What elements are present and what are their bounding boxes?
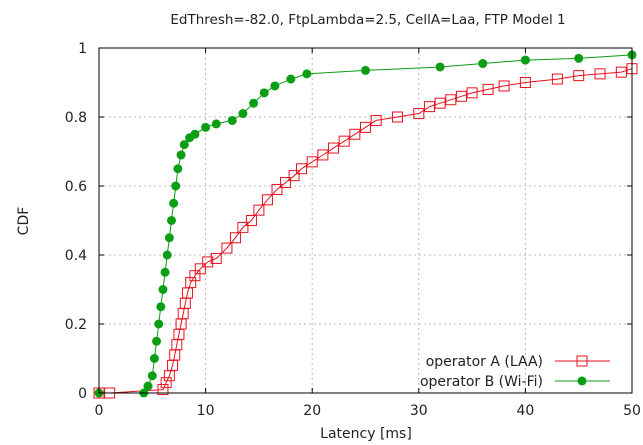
data-point xyxy=(190,129,200,139)
data-point xyxy=(229,232,241,244)
data-point xyxy=(202,256,214,268)
x-tick-label: 40 xyxy=(516,403,534,419)
data-point xyxy=(211,119,221,129)
data-point xyxy=(249,98,259,108)
data-point xyxy=(519,77,531,88)
data-point xyxy=(551,73,563,85)
series-0 xyxy=(93,63,638,399)
legend: operator A (LAA) operator B (Wi-Fi) xyxy=(420,354,610,390)
data-point xyxy=(302,69,312,79)
data-point xyxy=(237,221,249,233)
data-point xyxy=(227,115,237,125)
x-axis-label: Latency [ms] xyxy=(320,426,412,442)
y-tick-label: 0 xyxy=(78,386,87,402)
data-point xyxy=(245,215,257,226)
data-point xyxy=(338,135,350,147)
data-point xyxy=(361,65,370,75)
legend-item: operator B (Wi-Fi) xyxy=(420,374,610,390)
data-point xyxy=(143,381,153,391)
data-point xyxy=(162,250,172,260)
data-point xyxy=(154,319,164,329)
data-point xyxy=(434,97,446,109)
data-point xyxy=(573,70,585,82)
data-point xyxy=(149,354,159,363)
data-point xyxy=(328,142,340,154)
data-point xyxy=(423,101,435,113)
data-point xyxy=(280,177,292,189)
y-tick-label: 0.4 xyxy=(65,248,87,264)
data-point xyxy=(391,111,403,123)
data-point xyxy=(156,302,166,312)
data-point xyxy=(455,90,467,102)
data-point xyxy=(306,156,318,168)
data-point xyxy=(259,88,269,98)
x-tick-label: 0 xyxy=(95,403,104,419)
data-point xyxy=(147,371,157,381)
data-point xyxy=(157,384,169,396)
data-point xyxy=(520,55,530,65)
y-tick-label: 0.8 xyxy=(65,110,87,126)
x-tick-label: 30 xyxy=(410,403,428,419)
data-point xyxy=(370,114,382,126)
series-line xyxy=(99,54,633,394)
data-point xyxy=(296,163,308,175)
data-point xyxy=(435,62,445,72)
data-point xyxy=(152,336,162,346)
data-point xyxy=(158,285,168,294)
data-point xyxy=(478,59,488,69)
data-point xyxy=(317,149,329,161)
y-tick-label: 0.6 xyxy=(65,179,87,195)
grid-layer xyxy=(99,48,632,393)
data-point xyxy=(482,83,494,95)
data-point xyxy=(615,66,627,78)
x-tick-label: 50 xyxy=(623,403,641,419)
data-point xyxy=(498,80,510,92)
x-tick-label: 10 xyxy=(197,403,215,419)
legend-item: operator A (LAA) xyxy=(426,354,610,370)
chart-title: EdThresh=-82.0, FtpLambda=2.5, CellA=Laa… xyxy=(170,12,565,28)
data-point xyxy=(577,376,587,386)
data-point xyxy=(169,198,179,208)
data-point xyxy=(166,216,176,225)
data-point xyxy=(270,81,280,91)
data-point xyxy=(179,140,189,150)
data-point xyxy=(253,204,265,216)
series-layer xyxy=(93,50,638,399)
data-point xyxy=(171,181,181,191)
data-point xyxy=(201,122,211,132)
y-tick-label: 0.2 xyxy=(65,317,87,333)
data-point xyxy=(594,68,606,80)
data-point xyxy=(271,183,283,195)
legend-label: operator B (Wi-Fi) xyxy=(420,374,543,390)
data-point xyxy=(261,194,273,206)
series-1 xyxy=(94,50,637,398)
data-point xyxy=(288,170,300,182)
data-point xyxy=(466,87,478,99)
data-point xyxy=(164,233,174,243)
data-point xyxy=(210,252,222,264)
y-axis-label: CDF xyxy=(16,207,32,236)
data-point xyxy=(238,109,248,119)
data-point xyxy=(160,267,170,277)
data-point xyxy=(160,377,172,389)
axes-layer: 0 10 20 30 40 50 0 0.2 0.4 0.6 0.8 1 xyxy=(65,41,641,419)
data-point xyxy=(176,150,186,160)
data-point xyxy=(286,74,296,84)
data-point xyxy=(574,53,584,63)
data-point xyxy=(413,108,425,120)
data-point xyxy=(185,277,197,289)
data-point xyxy=(360,121,371,133)
data-point xyxy=(221,242,233,254)
data-point xyxy=(349,128,361,140)
data-point xyxy=(194,263,206,275)
data-point xyxy=(173,164,183,174)
y-tick-label: 1 xyxy=(78,41,87,57)
legend-label: operator A (LAA) xyxy=(426,354,543,370)
plot-frame xyxy=(98,47,633,394)
x-tick-label: 20 xyxy=(303,403,321,419)
data-point xyxy=(445,94,457,106)
series-line xyxy=(99,68,633,394)
data-point xyxy=(576,355,588,367)
